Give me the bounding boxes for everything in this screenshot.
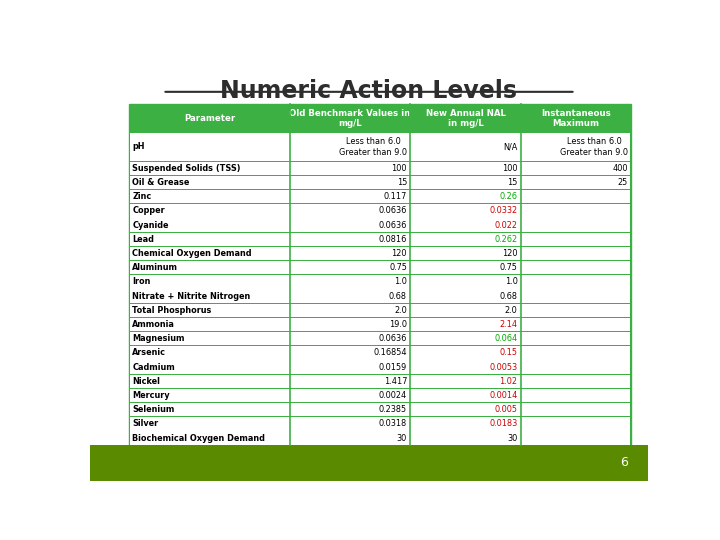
Text: 0.0159: 0.0159 <box>379 363 407 372</box>
Text: Arsenic: Arsenic <box>132 348 166 357</box>
Text: Mercury: Mercury <box>132 391 170 400</box>
Text: Aluminum: Aluminum <box>132 263 179 272</box>
Text: 6: 6 <box>621 456 629 469</box>
Bar <box>130 389 630 402</box>
Bar <box>130 275 630 288</box>
Bar <box>130 360 630 374</box>
Text: Old Benchmark Values in
mg/L: Old Benchmark Values in mg/L <box>289 109 410 128</box>
Text: 0.0318: 0.0318 <box>379 420 407 428</box>
Text: 0.0636: 0.0636 <box>379 206 407 215</box>
Bar <box>130 204 630 218</box>
Text: Less than 6.0
Greater than 9.0: Less than 6.0 Greater than 9.0 <box>560 137 628 157</box>
Text: 0.0024: 0.0024 <box>379 391 407 400</box>
Text: Cadmium: Cadmium <box>132 363 175 372</box>
Text: 0.262: 0.262 <box>495 235 518 244</box>
Text: Nitrate + Nitrite Nitrogen: Nitrate + Nitrite Nitrogen <box>132 292 251 301</box>
Text: Numeric Action Levels: Numeric Action Levels <box>220 79 518 103</box>
Bar <box>130 303 630 317</box>
Text: 0.0636: 0.0636 <box>379 220 407 230</box>
Bar <box>90 446 648 481</box>
Text: 100: 100 <box>502 164 518 173</box>
Bar <box>130 318 630 331</box>
Text: Nickel: Nickel <box>132 377 161 386</box>
Text: Magnesium: Magnesium <box>132 334 185 343</box>
Text: Less than 6.0
Greater than 9.0: Less than 6.0 Greater than 9.0 <box>339 137 407 157</box>
Bar <box>130 247 630 260</box>
Bar <box>130 161 630 175</box>
Text: Ammonia: Ammonia <box>132 320 175 329</box>
Text: 2.0: 2.0 <box>505 306 518 315</box>
Text: Instantaneous
Maximum: Instantaneous Maximum <box>541 109 611 128</box>
Text: 100: 100 <box>392 164 407 173</box>
Text: Biochemical Oxygen Demand: Biochemical Oxygen Demand <box>132 434 265 443</box>
Text: 30: 30 <box>507 434 518 443</box>
Text: 0.15: 0.15 <box>500 348 518 357</box>
Text: 0.2385: 0.2385 <box>379 405 407 414</box>
Text: 1.02: 1.02 <box>500 377 518 386</box>
Text: 0.0053: 0.0053 <box>490 363 518 372</box>
Text: 19.0: 19.0 <box>389 320 407 329</box>
Text: 15: 15 <box>507 178 518 187</box>
Text: pH: pH <box>132 143 145 151</box>
Bar <box>130 375 630 388</box>
Text: Iron: Iron <box>132 278 150 286</box>
Text: 120: 120 <box>392 249 407 258</box>
Text: 0.68: 0.68 <box>389 292 407 301</box>
Bar <box>130 332 630 346</box>
Text: Cyanide: Cyanide <box>132 220 169 230</box>
Text: New Annual NAL
in mg/L: New Annual NAL in mg/L <box>426 109 505 128</box>
Text: 0.68: 0.68 <box>500 292 518 301</box>
Text: 0.064: 0.064 <box>494 334 518 343</box>
Bar <box>130 133 630 161</box>
Text: 0.022: 0.022 <box>495 220 518 230</box>
Text: Lead: Lead <box>132 235 154 244</box>
Text: 1.417: 1.417 <box>384 377 407 386</box>
Bar <box>130 289 630 303</box>
Bar <box>130 261 630 274</box>
Text: 0.0332: 0.0332 <box>490 206 518 215</box>
Text: 0.26: 0.26 <box>500 192 518 201</box>
Bar <box>130 417 630 430</box>
Text: Parameter: Parameter <box>184 114 235 123</box>
Text: Chemical Oxygen Demand: Chemical Oxygen Demand <box>132 249 252 258</box>
Text: Oil & Grease: Oil & Grease <box>132 178 190 187</box>
Text: Suspended Solids (TSS): Suspended Solids (TSS) <box>132 164 241 173</box>
Text: 0.0183: 0.0183 <box>489 420 518 428</box>
Bar <box>129 104 631 133</box>
Text: Selenium: Selenium <box>132 405 175 414</box>
Text: 0.0014: 0.0014 <box>489 391 518 400</box>
Bar <box>130 431 630 445</box>
Bar <box>130 403 630 416</box>
Text: 15: 15 <box>397 178 407 187</box>
Text: Silver: Silver <box>132 420 158 428</box>
Text: 25: 25 <box>618 178 628 187</box>
Bar <box>130 218 630 232</box>
Bar <box>130 176 630 189</box>
Text: 0.75: 0.75 <box>500 263 518 272</box>
Text: 0.117: 0.117 <box>384 192 407 201</box>
Bar <box>129 104 631 445</box>
Text: 400: 400 <box>613 164 628 173</box>
Bar <box>130 233 630 246</box>
Text: 30: 30 <box>397 434 407 443</box>
Text: 120: 120 <box>502 249 518 258</box>
Text: 0.0636: 0.0636 <box>379 334 407 343</box>
Bar <box>130 190 630 204</box>
Text: 0.16854: 0.16854 <box>373 348 407 357</box>
Text: Total Phosphorus: Total Phosphorus <box>132 306 212 315</box>
Text: 2.14: 2.14 <box>499 320 518 329</box>
Text: Zinc: Zinc <box>132 192 152 201</box>
Text: 0.005: 0.005 <box>495 405 518 414</box>
Text: 0.75: 0.75 <box>389 263 407 272</box>
Text: 0.0816: 0.0816 <box>379 235 407 244</box>
Text: 1.0: 1.0 <box>394 278 407 286</box>
Text: N/A: N/A <box>503 143 518 151</box>
Text: 2.0: 2.0 <box>394 306 407 315</box>
Text: 1.0: 1.0 <box>505 278 518 286</box>
Text: Copper: Copper <box>132 206 165 215</box>
Bar <box>130 346 630 360</box>
